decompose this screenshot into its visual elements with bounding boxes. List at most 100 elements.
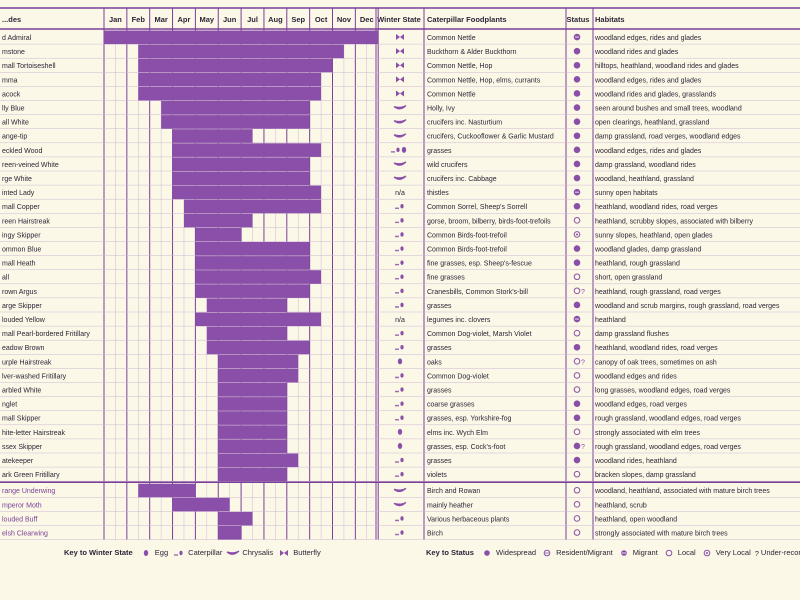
flight-period-bar: [218, 368, 299, 383]
foodplant-text: grasses, esp. Yorkshire-fog: [427, 416, 512, 423]
habitat-text: woodland, heathland, associated with mat…: [594, 488, 770, 495]
foodplant-text: gorse, broom, bilberry, birds-foot-trefo…: [427, 218, 551, 225]
chrysalis-icon: [226, 550, 240, 555]
habitat-text: heathland, woodland rides, road verges: [595, 345, 718, 352]
month-header-jun: Jun: [223, 15, 237, 24]
caterpillar-icon: [395, 334, 397, 337]
flight-period-bar: [218, 467, 287, 482]
caterpillar-icon: [395, 376, 397, 379]
caterpillar-icon: [395, 235, 397, 238]
species-name: reen Hairstreak: [2, 218, 50, 225]
habitat-text: long grasses, woodland edges, road verge…: [595, 388, 731, 395]
status-widespread-icon: [573, 174, 581, 182]
status-widespread-icon: [573, 146, 581, 154]
flight-period-bar: [172, 171, 310, 186]
status-widespread-icon: [573, 104, 581, 111]
foodplant-text: thistles: [427, 190, 449, 197]
flight-period-bar: [195, 256, 310, 270]
status-widespread-icon: [573, 160, 581, 168]
caterpillar-icon: [395, 390, 397, 393]
status-key: Key to Status Widespread Resident/Migrant…: [426, 548, 800, 558]
status-local-icon: [573, 515, 581, 522]
species-name: urple Hairstreak: [2, 359, 52, 366]
status-widespread-icon: [573, 202, 581, 210]
foodplant-text: grasses: [427, 345, 452, 352]
caterpillar-icon: [397, 291, 399, 294]
flight-period-bar: [195, 284, 310, 298]
foodplant-text: legumes inc. clovers: [427, 317, 491, 324]
winter-key-label: Chrysalis: [242, 548, 274, 557]
habitat-text: heathland: [595, 317, 626, 324]
egg-icon: [397, 428, 403, 435]
caterpillar-icon: [397, 263, 399, 266]
caterpillar-icon: [396, 147, 400, 153]
status-widespread-icon: [573, 414, 581, 422]
species-name: all White: [2, 120, 29, 127]
flight-period-bar: [138, 86, 322, 101]
flight-period-bar: [172, 185, 322, 200]
species-name: acock: [2, 91, 21, 98]
flight-period-bar: [195, 270, 322, 284]
caterpillar-icon: [397, 277, 399, 280]
month-header-jul: Jul: [247, 15, 258, 24]
species-name: mperor Moth: [2, 502, 42, 509]
foodplant-text: fine grasses, esp. Sheep's-fescue: [427, 261, 532, 268]
habitat-text: woodland rides and glades: [594, 49, 679, 56]
status-very-icon: [573, 231, 581, 238]
status-widespread-icon: [573, 76, 581, 83]
month-header-dec: Dec: [360, 15, 374, 24]
month-header-mar: Mar: [154, 15, 167, 24]
species-name: hite-letter Hairstreak: [2, 430, 66, 437]
flight-period-bar: [161, 101, 310, 115]
status-local-icon: [573, 217, 581, 224]
flight-period-bar: [138, 72, 322, 87]
caterpillar-icon: [400, 260, 404, 265]
species-name: arbled White: [2, 388, 41, 395]
caterpillar-icon: [400, 471, 404, 477]
species-name: ark Green Fritillary: [2, 472, 60, 479]
species-name: ingy Skipper: [2, 232, 41, 239]
species-name: mma: [2, 77, 18, 84]
caterpillar-icon: [395, 404, 397, 407]
foodplant-text: Birch and Rowan: [427, 488, 480, 495]
caterpillar-icon: [397, 461, 399, 463]
species-name: nglet: [2, 402, 17, 409]
status-key-label: Under-recorded: [760, 548, 800, 557]
chrysalis-icon: [393, 161, 407, 166]
caterpillar-icon: [397, 376, 399, 379]
foodplant-text: elms inc. Wych Elm: [427, 430, 488, 437]
status-local-icon: [573, 372, 581, 379]
caterpillar-icon: [395, 306, 397, 308]
status-key-label: Very Local: [715, 548, 751, 557]
habitat-text: woodland, heathland, grassland: [594, 176, 694, 183]
butterfly-icon: [396, 34, 404, 41]
caterpillar-icon: [397, 235, 399, 238]
caterpillar-icon: [400, 302, 404, 308]
month-header-apr: Apr: [178, 15, 191, 24]
caterpillar-icon: [397, 519, 399, 522]
habitat-text: strongly associated with mature birch tr…: [595, 531, 728, 538]
foodplant-text: grasses, esp. Cock's-foot: [427, 444, 505, 451]
flight-period-bar: [218, 526, 242, 540]
butterfly-icon: [396, 76, 404, 83]
status-local-icon: [573, 287, 581, 295]
foodplant-text: grasses: [427, 303, 452, 310]
caterpillar-icon: [397, 533, 399, 536]
status-widespread-icon: [573, 132, 581, 140]
caterpillar-icon: [393, 150, 395, 153]
species-name: ommon Blue: [2, 247, 41, 254]
habitat-text: woodland and scrub margins, rough grassl…: [594, 303, 780, 310]
flight-period-bar: [172, 497, 230, 512]
habitat-text: hilltops, heathland, woodland rides and …: [595, 63, 739, 70]
habitat-text: rough grassland, woodland edges, road ve…: [595, 444, 741, 451]
status-key-title: Key to Status: [426, 548, 474, 557]
species-name: mall Pearl-bordered Fritillary: [2, 331, 90, 338]
butterfly-icon: [280, 550, 289, 557]
caterpillar-icon: [400, 387, 404, 392]
species-name: ssex Skipper: [2, 444, 43, 451]
species-name: rge White: [2, 176, 32, 183]
foodplant-text: grasses: [427, 458, 452, 465]
species-name: louded Buff: [2, 516, 37, 523]
resident-migrant-icon: [543, 549, 551, 557]
habitat-text: woodland edges and rides: [594, 373, 677, 380]
